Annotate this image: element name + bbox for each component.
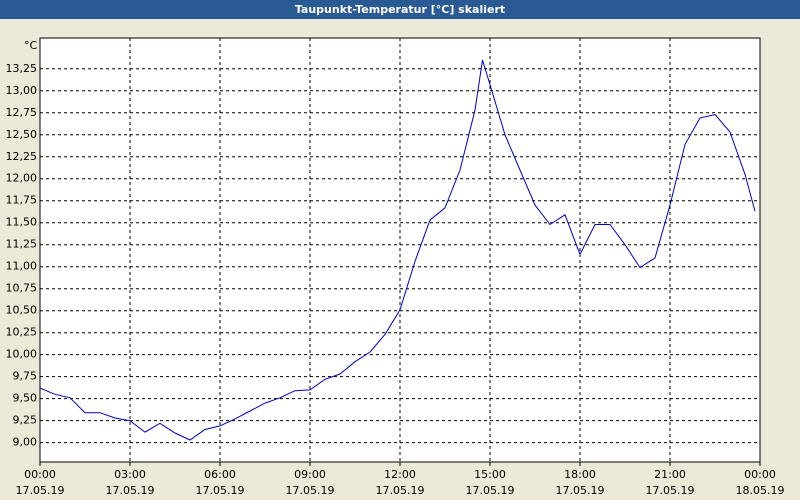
y-tick-label: 9,50: [13, 392, 38, 405]
title-bar: [0, 0, 800, 19]
y-unit: °C: [24, 39, 38, 52]
y-tick-label: 10,25: [6, 326, 38, 339]
x-tick-label: 18:00: [564, 468, 596, 481]
y-tick-label: 12,00: [6, 172, 38, 185]
x-tick-label: 17.05.19: [106, 484, 155, 497]
y-tick-label: 11,00: [6, 260, 38, 273]
y-tick-label: 11,75: [6, 194, 38, 207]
y-tick-label: 9,25: [13, 414, 38, 427]
x-tick-label: 17.05.19: [376, 484, 425, 497]
x-tick-label: 09:00: [294, 468, 326, 481]
x-tick-label: 06:00: [204, 468, 236, 481]
x-tick-label: 15:00: [474, 468, 506, 481]
y-tick-label: 10,75: [6, 282, 38, 295]
data-line: [39, 59, 756, 441]
x-tick-label: 17.05.19: [466, 484, 515, 497]
x-tick-label: 17.05.19: [556, 484, 605, 497]
y-tick-label: 13,00: [6, 84, 38, 97]
x-tick-label: 12:00: [384, 468, 416, 481]
x-tick-label: 17.05.19: [646, 484, 695, 497]
y-tick-label: 9,75: [13, 370, 38, 383]
x-tick-label: 03:00: [114, 468, 146, 481]
x-tick-label: 17.05.19: [286, 484, 335, 497]
y-tick-label: 13,25: [6, 62, 38, 75]
y-tick-label: 11,50: [6, 216, 38, 229]
x-tick-label: 17.05.19: [196, 484, 245, 497]
y-tick-label: 11,25: [6, 238, 38, 251]
y-tick-label: 10,00: [6, 348, 38, 361]
x-tick-label: 18.05.19: [736, 484, 785, 497]
y-tick-label: 12,50: [6, 128, 38, 141]
x-tick-label: 00:00: [744, 468, 776, 481]
chart-title: Taupunkt-Temperatur [°C] skaliert: [295, 3, 505, 16]
y-tick-label: 9,00: [13, 436, 38, 449]
x-tick-label: 00:00: [24, 468, 56, 481]
y-tick-label: 12,75: [6, 106, 38, 119]
y-tick-label: 12,25: [6, 150, 38, 163]
x-tick-label: 21:00: [654, 468, 686, 481]
y-tick-label: 10,50: [6, 304, 38, 317]
x-tick-label: 17.05.19: [16, 484, 65, 497]
